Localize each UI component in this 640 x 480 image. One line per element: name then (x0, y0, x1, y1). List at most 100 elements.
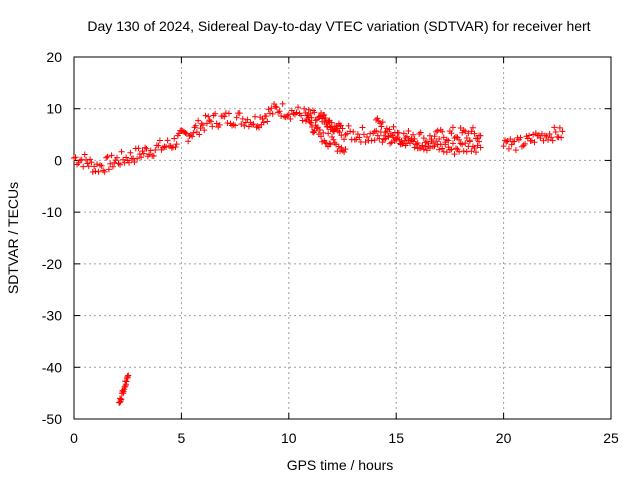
data-point (225, 110, 232, 117)
data-point (463, 135, 470, 142)
data-point (301, 105, 308, 112)
data-point (268, 105, 275, 112)
data-point (339, 147, 346, 154)
data-point (431, 143, 438, 150)
data-point (147, 147, 154, 154)
data-point (224, 119, 231, 126)
y-tick-label: -30 (42, 308, 62, 324)
data-point (146, 151, 153, 158)
data-point (511, 138, 518, 145)
data-point (426, 132, 433, 139)
data-point (537, 135, 544, 142)
data-point (216, 121, 223, 128)
data-point (400, 130, 407, 137)
data-point (439, 145, 446, 152)
data-point (431, 133, 438, 140)
data-point (335, 143, 342, 150)
data-point (207, 118, 214, 125)
data-point (519, 143, 526, 150)
data-point (131, 159, 138, 166)
data-point (474, 135, 481, 142)
grid-lines (74, 57, 611, 419)
data-point (383, 125, 390, 132)
data-point (354, 131, 361, 138)
data-point (135, 145, 142, 152)
data-point (556, 124, 563, 131)
data-point (88, 159, 95, 166)
data-point (546, 131, 553, 138)
data-point (374, 132, 381, 139)
data-point (456, 148, 463, 155)
data-point (403, 140, 410, 147)
data-point (236, 110, 243, 117)
data-point (113, 154, 120, 161)
data-point (198, 120, 205, 127)
data-point (449, 124, 456, 131)
data-point (382, 135, 389, 142)
data-point (233, 114, 240, 121)
x-tick-label: 20 (496, 430, 512, 446)
data-point (305, 106, 312, 113)
data-point (322, 115, 329, 122)
data-point (104, 153, 111, 160)
series-outlier-segment (116, 372, 132, 406)
data-point (185, 138, 192, 145)
data-point (388, 139, 395, 146)
data-point (341, 148, 348, 155)
data-point (89, 169, 96, 176)
data-point (272, 103, 279, 110)
data-points (71, 100, 566, 406)
data-point (299, 117, 306, 124)
data-point (201, 127, 208, 134)
data-point (530, 131, 537, 138)
data-point (126, 159, 133, 166)
data-point (405, 127, 412, 134)
data-point (72, 154, 79, 161)
x-tick-label: 15 (388, 430, 404, 446)
data-point (81, 151, 88, 158)
data-point (413, 141, 420, 148)
data-point (252, 113, 259, 120)
data-point (85, 163, 92, 170)
data-point (273, 104, 280, 111)
data-point (360, 131, 367, 138)
data-point (313, 116, 320, 123)
data-point (442, 141, 449, 148)
data-point (115, 160, 122, 167)
data-point (327, 141, 334, 148)
data-point (551, 124, 558, 131)
data-point (264, 118, 271, 125)
y-tick-label: -40 (42, 359, 62, 375)
data-point (540, 137, 547, 144)
data-point (121, 384, 128, 391)
data-point (359, 124, 366, 131)
data-point (111, 159, 118, 166)
data-point (105, 166, 112, 173)
data-point (545, 136, 552, 143)
data-point (271, 100, 278, 107)
data-point (308, 119, 315, 126)
data-point (172, 144, 179, 151)
data-point (265, 106, 272, 113)
data-point (269, 110, 276, 117)
data-point (341, 136, 348, 143)
data-point (325, 130, 332, 137)
data-point (308, 123, 315, 130)
data-point (379, 119, 386, 126)
y-axis-label: SDTVAR / TECUs (5, 182, 21, 294)
data-point (552, 129, 559, 136)
data-point (255, 124, 262, 131)
data-point (103, 154, 110, 161)
data-point (107, 160, 114, 167)
data-point (456, 136, 463, 143)
data-point (471, 145, 478, 152)
data-point (212, 110, 219, 117)
data-point (182, 130, 189, 137)
x-tick-label: 5 (178, 430, 186, 446)
data-point (250, 121, 257, 128)
data-point (118, 148, 125, 155)
data-point (192, 122, 199, 129)
data-point (377, 120, 384, 127)
data-point (457, 125, 464, 132)
data-point (152, 146, 159, 153)
